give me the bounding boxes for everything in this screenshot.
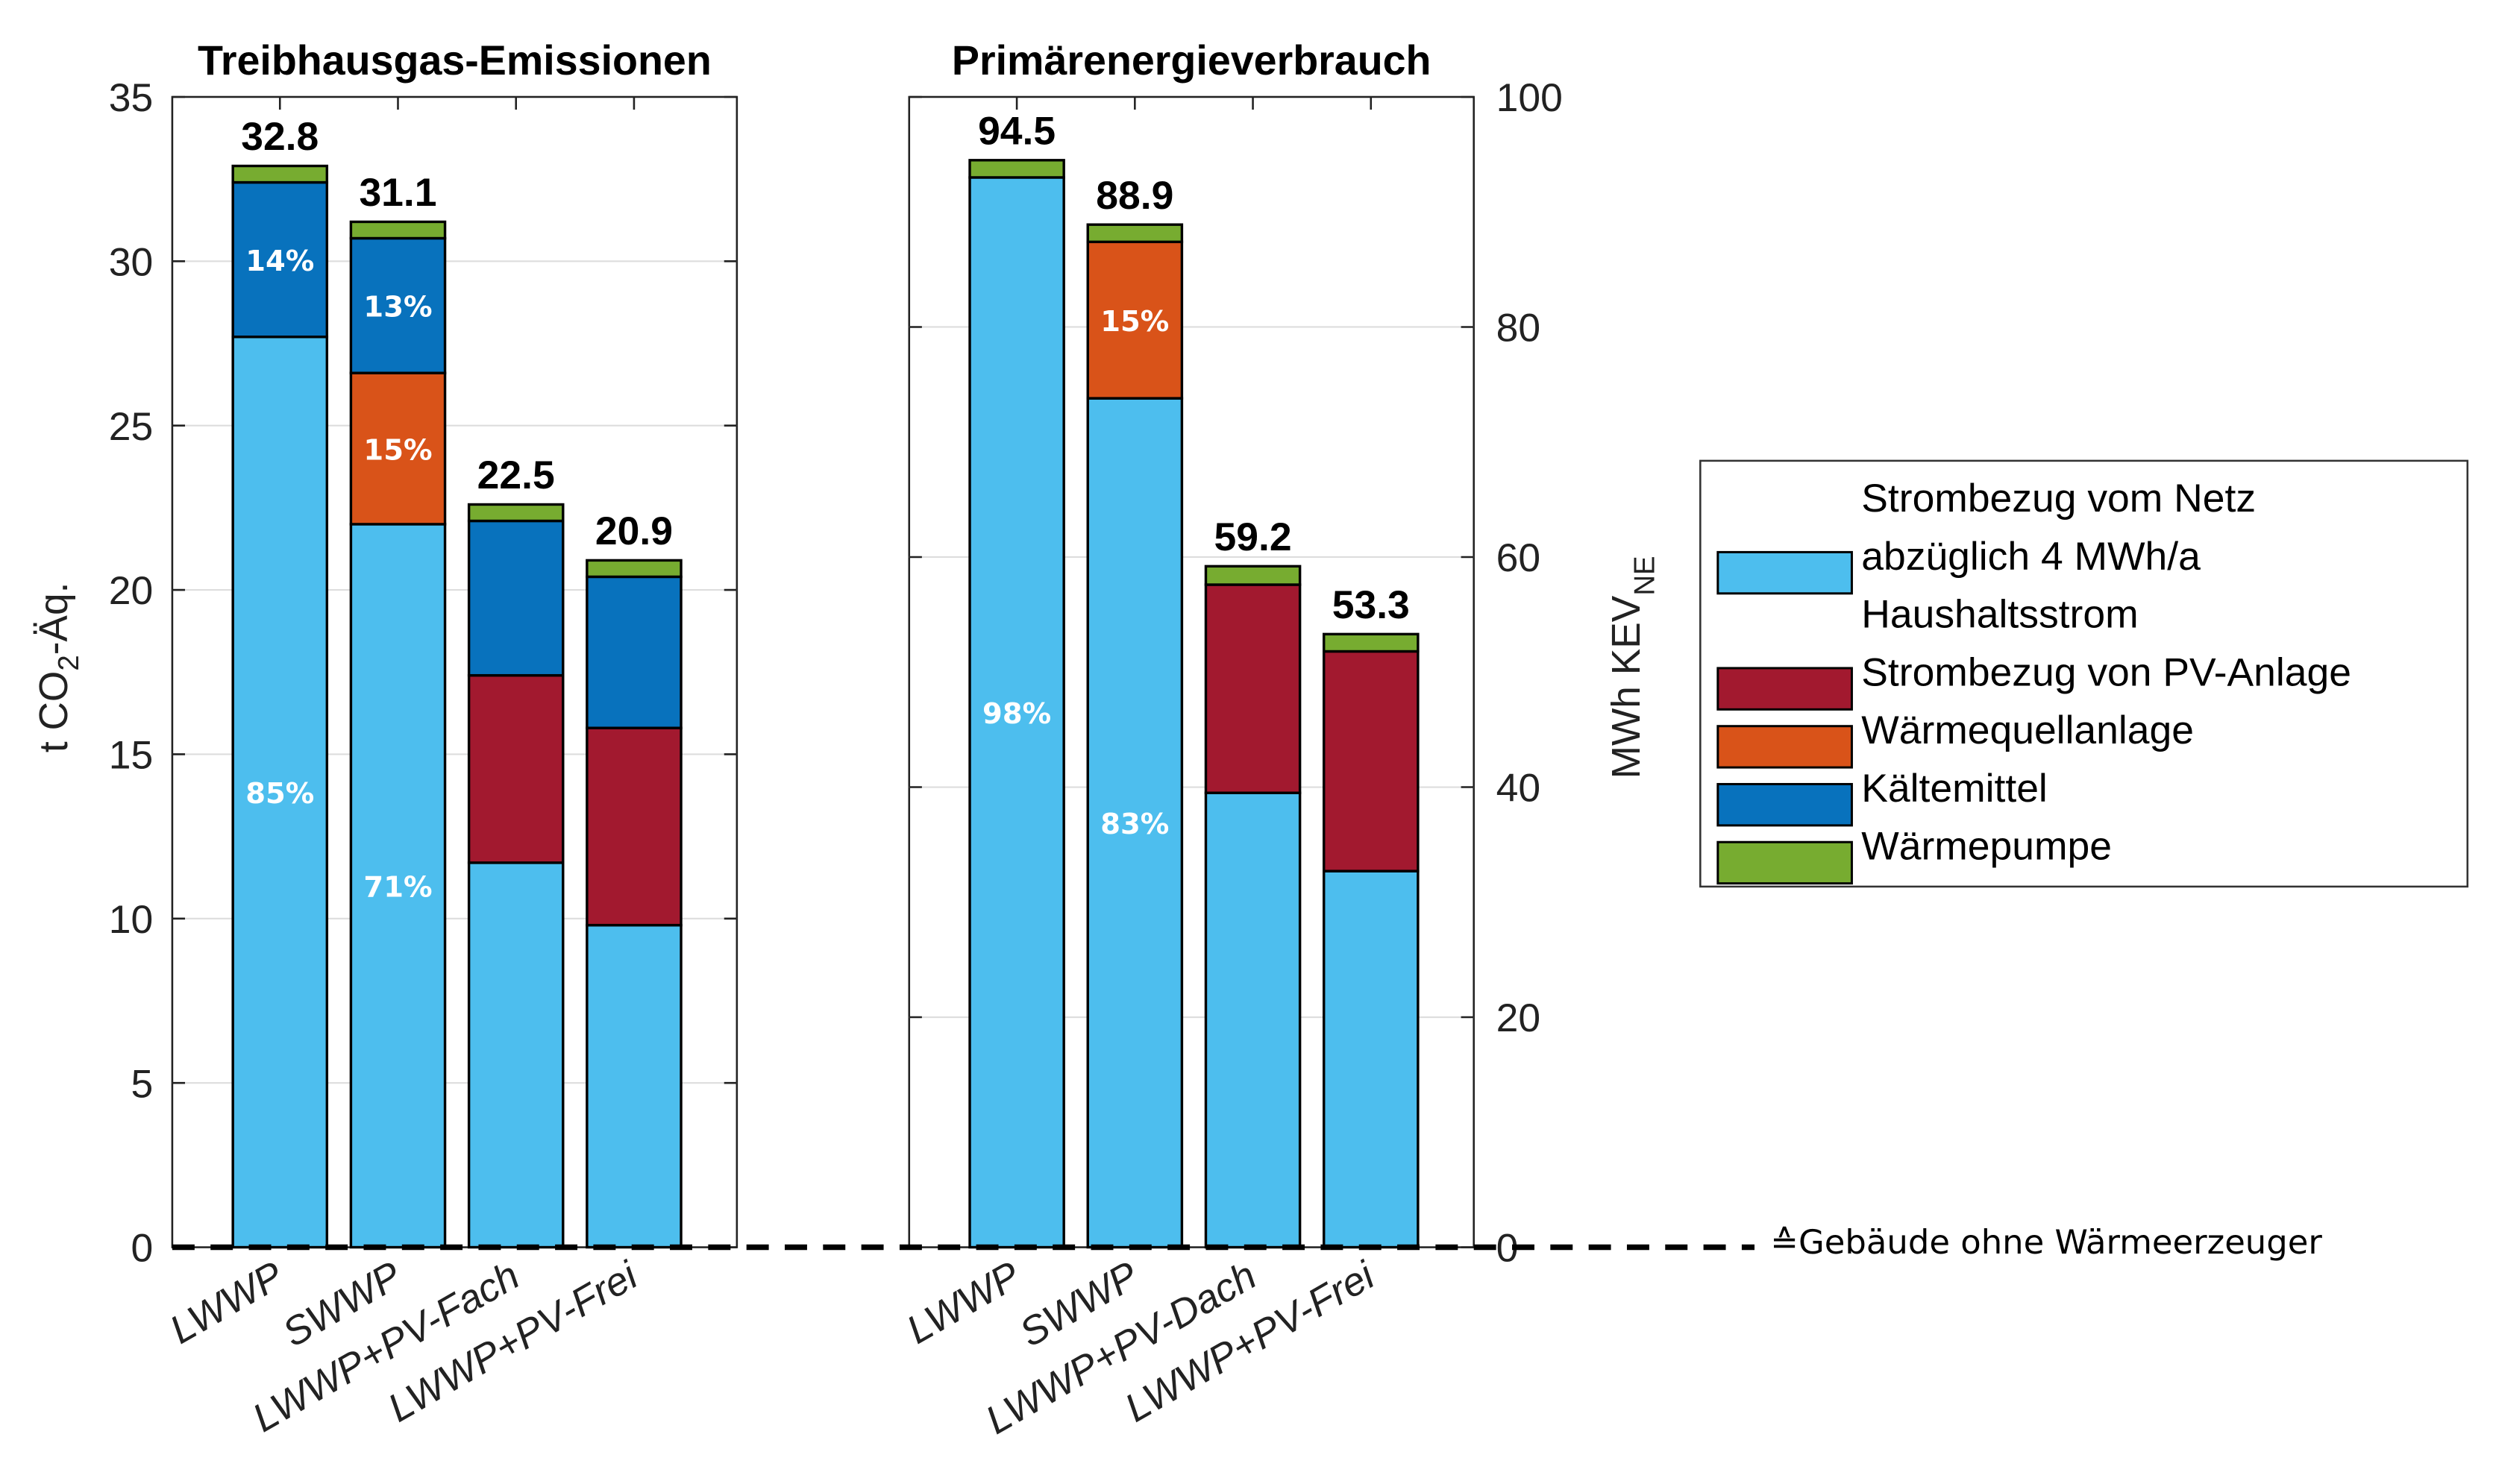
legend-label: Strombezug von PV-Anlage xyxy=(1861,650,2351,694)
percent-label: 14% xyxy=(245,245,314,278)
bar-total-label: 94.5 xyxy=(978,110,1056,154)
y-tick-label: 0 xyxy=(131,1227,154,1271)
y-axis-label: MWh KEVNE xyxy=(1605,556,1661,779)
x-category-label: LWWP xyxy=(900,1254,1028,1353)
legend-swatch-wp xyxy=(1716,840,1853,885)
percent-label: 85% xyxy=(245,777,314,811)
percent-label: 13% xyxy=(363,291,432,324)
y-tick-label: 60 xyxy=(1496,536,1540,580)
bar-total-label: 53.3 xyxy=(1332,583,1410,627)
y-tick-label: 30 xyxy=(109,241,153,285)
y-tick-label: 35 xyxy=(109,76,153,120)
chart-title: Treibhausgas-Emissionen xyxy=(198,37,712,84)
y-tick-label: 100 xyxy=(1496,76,1563,120)
legend-swatch-pv xyxy=(1716,667,1853,711)
y-tick-label: 10 xyxy=(109,898,153,942)
baseline-note: ≙Gebäude ohne Wärmeerzeuger xyxy=(1770,1222,2322,1262)
legend-swatch-kaelte xyxy=(1716,782,1853,827)
legend-swatch-netz xyxy=(1716,550,1853,595)
bar-segment-pv xyxy=(1322,650,1420,873)
bar-segment-pv xyxy=(1204,583,1302,794)
bar-total-label: 59.2 xyxy=(1214,515,1292,559)
bar-segment-pv xyxy=(467,673,565,864)
bar-total-label: 20.9 xyxy=(595,509,673,553)
bar-segment-kaelte xyxy=(467,519,565,677)
legend-label: Wärmequellanlage xyxy=(1861,708,2194,752)
bar-segment-netz xyxy=(467,861,565,1249)
bar-segment-wp xyxy=(231,164,329,184)
bar-segment-kaelte xyxy=(586,575,683,729)
bar-total-label: 22.5 xyxy=(477,453,555,497)
bar-segment-netz xyxy=(586,923,683,1249)
legend-label: Kältemittel xyxy=(1861,767,2048,811)
bar-segment-netz xyxy=(349,523,447,1249)
bar-segment-netz xyxy=(1204,791,1302,1249)
bar-segment-wp xyxy=(968,159,1065,179)
bar-segment-kaelte xyxy=(231,180,329,339)
bar-segment-wp xyxy=(1322,632,1420,653)
y-tick-label: 25 xyxy=(109,405,153,449)
x-category-label: LWWP xyxy=(163,1254,291,1353)
y-axis-label: t CO2-Äq. xyxy=(32,582,85,753)
bar-segment-netz xyxy=(1322,870,1420,1249)
legend: Strombezug vom Netz abzüglich 4 MWh/a Haus… xyxy=(1699,459,2469,888)
percent-label: 15% xyxy=(1100,305,1169,339)
bar-segment-wp xyxy=(1204,565,1302,586)
bar-segment-wp xyxy=(467,503,565,523)
percent-label: 98% xyxy=(982,697,1051,731)
bar-segment-netz xyxy=(231,335,329,1249)
chart-title: Primärenergieverbrauch xyxy=(952,37,1431,84)
bar-segment-wp xyxy=(586,559,683,579)
percent-label: 83% xyxy=(1100,808,1169,841)
legend-label: Wärmepumpe xyxy=(1861,825,2112,869)
bar-segment-kaelte xyxy=(349,236,447,374)
bar-segment-wp xyxy=(349,220,447,240)
bar-total-label: 31.1 xyxy=(359,171,436,215)
bar-total-label: 88.9 xyxy=(1096,174,1173,218)
bar-segment-wq xyxy=(349,371,447,526)
y-tick-label: 20 xyxy=(109,569,153,613)
y-tick-label: 20 xyxy=(1496,996,1540,1040)
y-tick-label: 40 xyxy=(1496,767,1540,811)
bar-segment-netz xyxy=(1086,397,1184,1249)
bar-segment-wq xyxy=(1086,240,1184,400)
y-tick-label: 80 xyxy=(1496,306,1540,350)
bar-total-label: 32.8 xyxy=(241,115,319,159)
bar-segment-pv xyxy=(586,726,683,927)
panel-ghg-emissions: 0 5 10 15 20 25 30 35 Treibhausgas-Emissionen 32.… xyxy=(32,37,739,1441)
legend-label: Haushaltsstrom xyxy=(1861,593,2138,637)
bar-segment-netz xyxy=(968,176,1065,1249)
legend-swatch-wq xyxy=(1716,725,1853,769)
y-tick-label: 5 xyxy=(131,1062,154,1106)
legend-label: abzüglich 4 MWh/a xyxy=(1861,535,2201,579)
percent-label: 71% xyxy=(363,871,432,905)
bar-segment-wp xyxy=(1086,223,1184,244)
panel-primary-energy: 020406080100Primärenergieverbrauch94.5LW… xyxy=(900,37,1661,1443)
legend-label: Strombezug vom Netz xyxy=(1861,477,2256,521)
percent-label: 15% xyxy=(363,434,432,468)
y-tick-label: 15 xyxy=(109,734,153,778)
